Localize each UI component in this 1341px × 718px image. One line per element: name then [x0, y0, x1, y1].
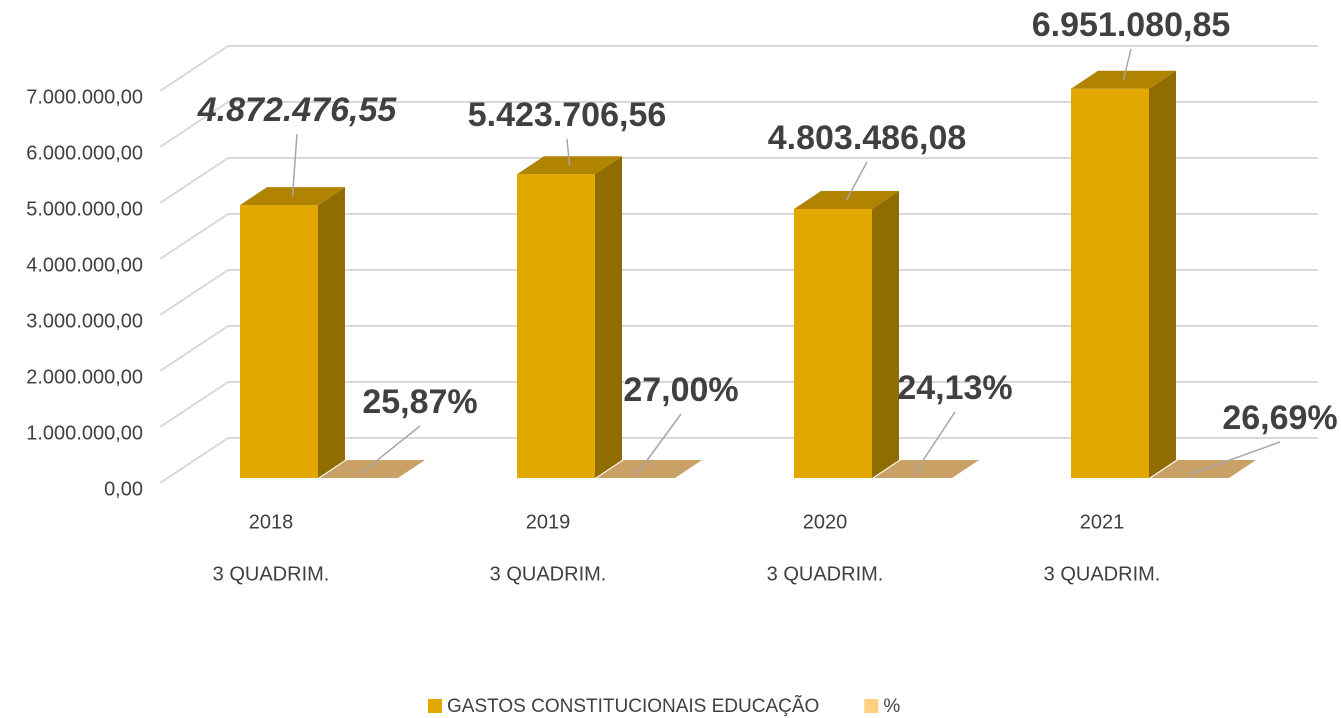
leader-line — [845, 161, 868, 201]
bar-side — [952, 459, 979, 478]
value-label: 6.951.080,85 — [1032, 6, 1231, 44]
y-tick-label: 6.000.000,00 — [26, 142, 143, 164]
grid-line — [159, 101, 1318, 148]
x-tick-label: 2020 — [803, 511, 848, 533]
legend-swatch — [864, 699, 879, 713]
x-tick-sublabel: 3 QUADRIM. — [1044, 563, 1161, 585]
value-label: 4.872.476,55 — [197, 91, 398, 129]
leader-line — [636, 413, 682, 475]
leader-line — [913, 411, 956, 475]
bar-side — [318, 187, 345, 479]
bar-side — [675, 459, 702, 478]
x-tick-sublabel: 3 QUADRIM. — [767, 563, 884, 585]
bar — [517, 156, 622, 478]
bar-top — [597, 459, 702, 478]
leader-line — [291, 133, 298, 197]
bar-front — [1071, 88, 1149, 478]
grid-line — [159, 437, 1318, 484]
leader-line — [1122, 48, 1132, 80]
bar-side — [1229, 459, 1256, 478]
bar-front — [240, 205, 318, 479]
x-tick-label: 2021 — [1080, 511, 1125, 533]
x-tick-label: 2019 — [526, 511, 571, 533]
bar-top — [874, 459, 979, 478]
legend-label: % — [883, 696, 900, 717]
bar — [1071, 70, 1176, 478]
grid-line — [159, 381, 1318, 428]
bar — [320, 459, 425, 478]
value-label: 26,69% — [1222, 399, 1337, 437]
legend-swatch — [428, 699, 442, 713]
leader-line — [359, 425, 421, 475]
y-tick-label: 4.000.000,00 — [26, 254, 143, 276]
y-tick-label: 7.000.000,00 — [26, 86, 143, 108]
bar — [874, 459, 979, 478]
bar-side — [595, 156, 622, 478]
value-label: 25,87% — [362, 383, 477, 421]
grid-line — [159, 269, 1318, 316]
y-tick-label: 0,00 — [104, 478, 143, 500]
y-tick-label: 1.000.000,00 — [26, 422, 143, 444]
grid-line — [159, 213, 1318, 260]
y-tick-label: 2.000.000,00 — [26, 366, 143, 388]
bar-side — [398, 459, 425, 478]
bar-front — [517, 174, 595, 478]
grid-line — [159, 45, 1318, 92]
bar — [240, 187, 345, 479]
value-label: 4.803.486,08 — [768, 119, 967, 157]
bar-top — [320, 459, 425, 478]
x-tick-sublabel: 3 QUADRIM. — [213, 563, 330, 585]
bar-side — [1149, 70, 1176, 478]
y-tick-label: 3.000.000,00 — [26, 310, 143, 332]
leader-line — [566, 138, 571, 166]
x-tick-label: 2018 — [249, 511, 294, 533]
value-label: 24,13% — [897, 369, 1012, 407]
bar-front — [794, 209, 872, 479]
leader-line — [1190, 441, 1281, 475]
bar — [794, 191, 899, 479]
value-label: 27,00% — [623, 371, 738, 409]
grid-line — [159, 157, 1318, 204]
x-tick-sublabel: 3 QUADRIM. — [490, 563, 607, 585]
bar-side — [872, 191, 899, 479]
grid-line — [159, 325, 1318, 372]
legend-label: GASTOS CONSTITUCIONAIS EDUCAÇÃO — [447, 695, 819, 717]
bar — [597, 459, 702, 478]
value-label: 5.423.706,56 — [468, 96, 667, 134]
y-tick-label: 5.000.000,00 — [26, 198, 143, 220]
